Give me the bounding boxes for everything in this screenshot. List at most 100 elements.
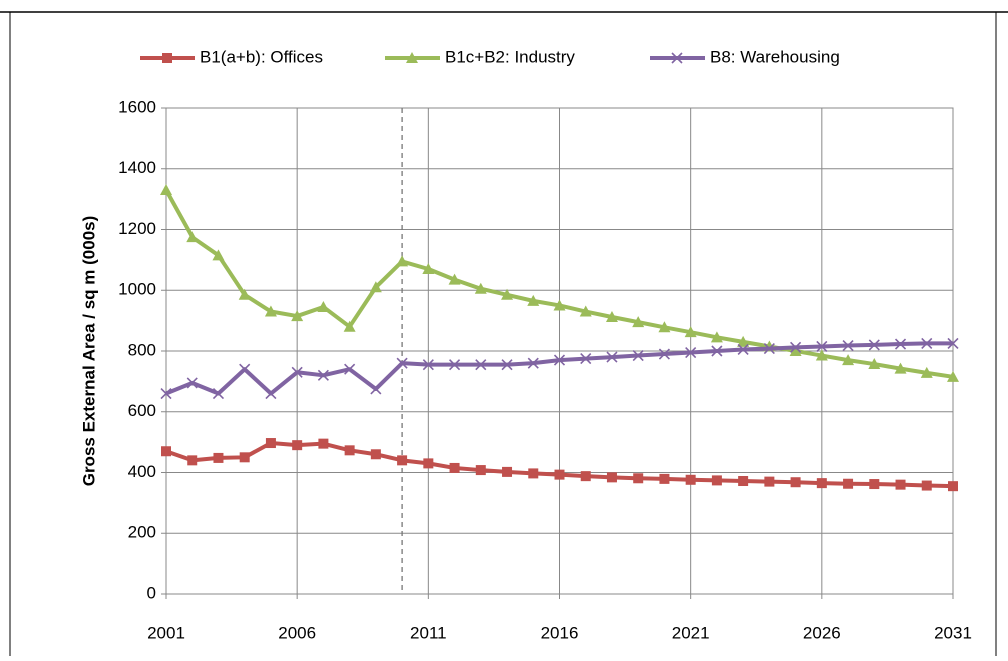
- marker: [711, 345, 723, 357]
- marker: [317, 369, 329, 381]
- marker: [843, 478, 854, 489]
- marker: [475, 465, 486, 476]
- marker: [528, 468, 539, 479]
- marker: [671, 52, 683, 64]
- marker: [238, 288, 251, 300]
- marker: [292, 440, 303, 451]
- marker: [894, 338, 907, 350]
- x-tick-label: 2021: [672, 623, 710, 642]
- marker: [212, 249, 225, 261]
- marker: [815, 349, 828, 361]
- marker: [527, 294, 540, 306]
- x-tick-label: 2016: [541, 623, 579, 642]
- marker: [842, 354, 855, 366]
- x-tick-label: 2031: [934, 623, 972, 642]
- marker: [397, 455, 408, 466]
- marker: [344, 363, 356, 375]
- marker: [370, 383, 382, 395]
- y-tick-label: 400: [128, 462, 156, 481]
- marker: [317, 300, 330, 312]
- marker: [213, 452, 224, 463]
- marker: [816, 478, 827, 489]
- y-tick-label: 1200: [118, 219, 156, 238]
- marker: [580, 471, 591, 482]
- marker: [789, 345, 802, 356]
- marker: [632, 316, 645, 328]
- marker: [554, 469, 565, 480]
- y-tick-label: 1600: [118, 97, 156, 116]
- y-tick-label: 1000: [118, 280, 156, 299]
- marker: [396, 255, 409, 267]
- marker: [187, 455, 198, 466]
- legend-label: B8: Warehousing: [710, 47, 840, 66]
- marker: [658, 348, 670, 360]
- marker: [921, 480, 932, 491]
- marker: [239, 363, 251, 375]
- marker: [265, 387, 277, 400]
- marker: [633, 473, 644, 484]
- marker: [685, 346, 697, 359]
- marker: [816, 340, 828, 353]
- x-tick-label: 2011: [410, 623, 447, 642]
- marker: [737, 343, 749, 356]
- marker: [894, 362, 907, 374]
- x-tick-label: 2026: [803, 623, 841, 642]
- marker: [658, 321, 671, 333]
- y-tick-label: 600: [128, 401, 156, 420]
- marker: [921, 337, 933, 349]
- marker: [606, 351, 618, 363]
- marker: [212, 387, 225, 400]
- marker: [448, 273, 461, 285]
- marker: [264, 305, 277, 317]
- y-tick-label: 800: [128, 340, 156, 359]
- marker: [763, 343, 775, 355]
- marker: [265, 438, 276, 449]
- marker: [895, 479, 906, 490]
- x-tick-label: 2006: [278, 623, 316, 642]
- x-tick-label: 2001: [147, 623, 185, 642]
- marker: [685, 474, 696, 485]
- legend-label: B1(a+b): Offices: [200, 47, 323, 66]
- y-tick-label: 200: [128, 523, 156, 542]
- marker: [920, 366, 933, 378]
- marker: [160, 387, 172, 400]
- marker: [502, 466, 513, 477]
- plot-border: [165, 107, 954, 595]
- y-axis-label: Gross External Area / sq m (000s): [79, 216, 98, 487]
- marker: [291, 366, 303, 378]
- marker: [186, 377, 198, 389]
- marker: [501, 359, 513, 371]
- marker: [868, 358, 881, 370]
- marker: [343, 320, 356, 332]
- marker: [947, 370, 959, 382]
- marker: [162, 53, 172, 63]
- marker: [344, 445, 355, 456]
- marker: [475, 359, 487, 371]
- marker: [370, 449, 381, 460]
- marker: [449, 359, 461, 371]
- marker: [553, 354, 566, 366]
- marker: [738, 476, 749, 487]
- marker: [684, 326, 697, 338]
- marker: [869, 479, 880, 490]
- marker: [186, 231, 199, 243]
- marker: [605, 310, 618, 322]
- marker: [659, 473, 670, 484]
- marker: [423, 458, 434, 469]
- marker: [406, 52, 418, 63]
- marker: [527, 357, 539, 369]
- marker: [291, 310, 304, 322]
- marker: [710, 331, 723, 343]
- marker: [868, 339, 880, 351]
- marker: [711, 475, 722, 486]
- marker: [474, 282, 487, 294]
- marker: [318, 438, 329, 449]
- marker: [790, 341, 802, 353]
- marker: [579, 305, 592, 317]
- marker: [948, 481, 958, 492]
- y-tick-label: 0: [147, 583, 156, 602]
- marker: [239, 452, 250, 463]
- marker: [422, 359, 434, 371]
